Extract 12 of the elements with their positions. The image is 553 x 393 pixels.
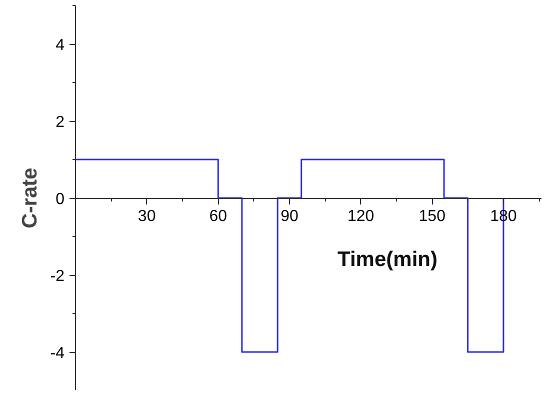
x-tick-label: 30 xyxy=(138,208,156,225)
y-tick-label: 2 xyxy=(56,114,65,131)
x-tick-label: 60 xyxy=(209,208,228,225)
y-tick-label: 0 xyxy=(56,191,65,208)
x-axis-title: Time(min) xyxy=(338,248,438,271)
y-tick-label: -4 xyxy=(50,345,65,362)
y-tick-label: -2 xyxy=(50,268,65,285)
x-tick-label: 150 xyxy=(418,208,446,225)
x-tick-label: 120 xyxy=(347,208,374,225)
y-axis-title: C-rate xyxy=(18,168,42,228)
x-tick-label: 90 xyxy=(280,208,298,225)
y-tick-label: 4 xyxy=(56,37,65,54)
